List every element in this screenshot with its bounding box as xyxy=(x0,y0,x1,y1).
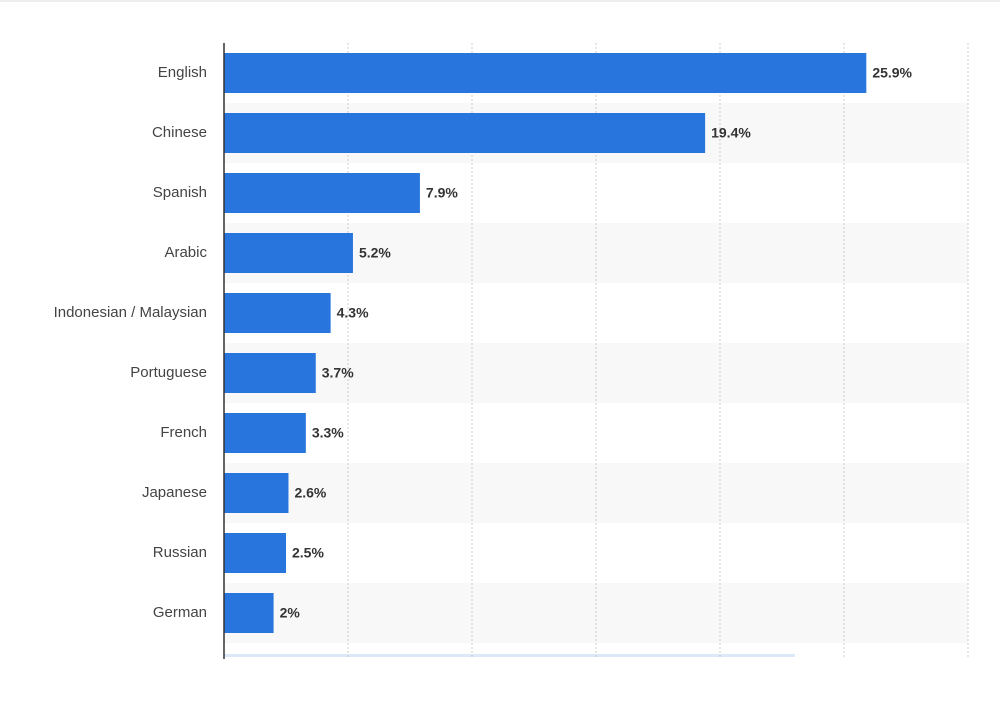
bar xyxy=(224,533,286,573)
bar xyxy=(224,293,331,333)
value-label: 2% xyxy=(280,605,301,621)
bar xyxy=(224,353,316,393)
category-label: Chinese xyxy=(152,124,207,141)
bar xyxy=(224,233,353,273)
value-label: 2.6% xyxy=(294,485,326,501)
value-label: 19.4% xyxy=(711,125,751,141)
category-label: English xyxy=(158,64,207,81)
value-label: 3.7% xyxy=(322,365,354,381)
value-label: 2.5% xyxy=(292,545,324,561)
category-label: Russian xyxy=(153,544,207,561)
category-label: German xyxy=(153,604,207,621)
category-label: Arabic xyxy=(164,244,207,261)
bar xyxy=(224,173,420,213)
value-label: 3.3% xyxy=(312,425,344,441)
scrollbar xyxy=(224,654,795,657)
value-label: 7.9% xyxy=(426,185,458,201)
bar xyxy=(224,473,289,513)
top-border xyxy=(0,0,1000,2)
category-label: Indonesian / Malaysian xyxy=(54,304,207,321)
value-label: 5.2% xyxy=(359,245,391,261)
category-label: French xyxy=(160,424,207,441)
bar xyxy=(224,113,706,153)
value-label: 4.3% xyxy=(337,305,369,321)
bar xyxy=(224,593,274,633)
bar xyxy=(224,413,306,453)
category-label: Spanish xyxy=(153,184,207,201)
category-label: Japanese xyxy=(142,484,207,501)
value-label: 25.9% xyxy=(872,65,912,81)
category-label: Portuguese xyxy=(130,364,207,381)
bar xyxy=(224,53,867,93)
